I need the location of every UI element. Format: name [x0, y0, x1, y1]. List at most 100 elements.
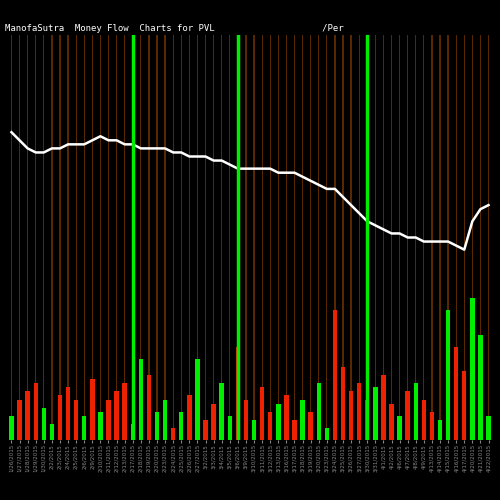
Bar [472, 35, 473, 440]
Bar [462, 371, 466, 440]
Bar [98, 412, 102, 440]
Bar [228, 416, 232, 440]
Bar [332, 310, 337, 440]
Bar [26, 392, 30, 440]
Bar [422, 400, 426, 440]
Bar [390, 404, 394, 440]
Bar [124, 35, 126, 440]
Bar [172, 35, 174, 440]
Bar [480, 35, 481, 440]
Bar [276, 404, 280, 440]
Bar [308, 412, 313, 440]
Bar [58, 396, 62, 440]
Bar [294, 35, 295, 440]
Bar [366, 35, 368, 440]
Bar [316, 384, 321, 440]
Bar [456, 35, 457, 440]
Bar [236, 347, 240, 440]
Bar [349, 392, 354, 440]
Bar [399, 35, 400, 440]
Bar [122, 384, 127, 440]
Bar [324, 428, 329, 440]
Bar [108, 35, 109, 440]
Bar [446, 310, 450, 440]
Bar [383, 35, 384, 440]
Bar [423, 35, 424, 440]
Bar [268, 412, 272, 440]
Bar [260, 388, 264, 440]
Bar [407, 35, 408, 440]
Bar [284, 396, 288, 440]
Bar [374, 35, 376, 440]
Bar [381, 375, 386, 440]
Bar [414, 384, 418, 440]
Bar [464, 35, 465, 440]
Bar [373, 388, 378, 440]
Bar [84, 35, 85, 440]
Bar [27, 35, 28, 440]
Bar [138, 359, 143, 440]
Bar [50, 424, 54, 440]
Bar [189, 35, 190, 440]
Bar [163, 400, 168, 440]
Bar [146, 375, 151, 440]
Bar [43, 35, 44, 440]
Bar [155, 412, 159, 440]
Bar [398, 416, 402, 440]
Bar [212, 404, 216, 440]
Bar [197, 35, 198, 440]
Bar [415, 35, 416, 440]
Bar [9, 416, 14, 440]
Bar [213, 35, 214, 440]
Bar [140, 35, 141, 440]
Bar [180, 35, 182, 440]
Bar [286, 35, 287, 440]
Text: ManofaSutra  Money Flow  Charts for PVL                    /Per                 : ManofaSutra Money Flow Charts for PVL /P… [5, 24, 500, 33]
Bar [341, 367, 345, 440]
Bar [229, 35, 230, 440]
Bar [470, 298, 474, 440]
Bar [187, 396, 192, 440]
Bar [391, 35, 392, 440]
Bar [42, 408, 46, 440]
Bar [90, 379, 94, 440]
Bar [130, 424, 135, 440]
Bar [326, 35, 328, 440]
Bar [204, 420, 208, 440]
Bar [35, 35, 36, 440]
Bar [179, 412, 184, 440]
Bar [66, 388, 70, 440]
Bar [252, 420, 256, 440]
Bar [74, 400, 78, 440]
Bar [310, 35, 311, 440]
Bar [357, 384, 362, 440]
Bar [318, 35, 320, 440]
Bar [244, 400, 248, 440]
Bar [300, 400, 305, 440]
Bar [114, 392, 119, 440]
Bar [19, 35, 20, 440]
Bar [205, 35, 206, 440]
Bar [488, 35, 489, 440]
Bar [454, 347, 458, 440]
Bar [334, 35, 336, 440]
Bar [171, 428, 175, 440]
Bar [478, 334, 482, 440]
Bar [11, 35, 12, 440]
Bar [18, 400, 22, 440]
Bar [76, 35, 77, 440]
Bar [406, 392, 410, 440]
Bar [132, 35, 134, 440]
Bar [164, 35, 166, 440]
Bar [302, 35, 303, 440]
Bar [270, 35, 271, 440]
Bar [92, 35, 93, 440]
Bar [278, 35, 279, 440]
Bar [350, 35, 352, 440]
Bar [486, 416, 491, 440]
Bar [430, 412, 434, 440]
Bar [116, 35, 117, 440]
Bar [220, 384, 224, 440]
Bar [156, 35, 158, 440]
Bar [438, 420, 442, 440]
